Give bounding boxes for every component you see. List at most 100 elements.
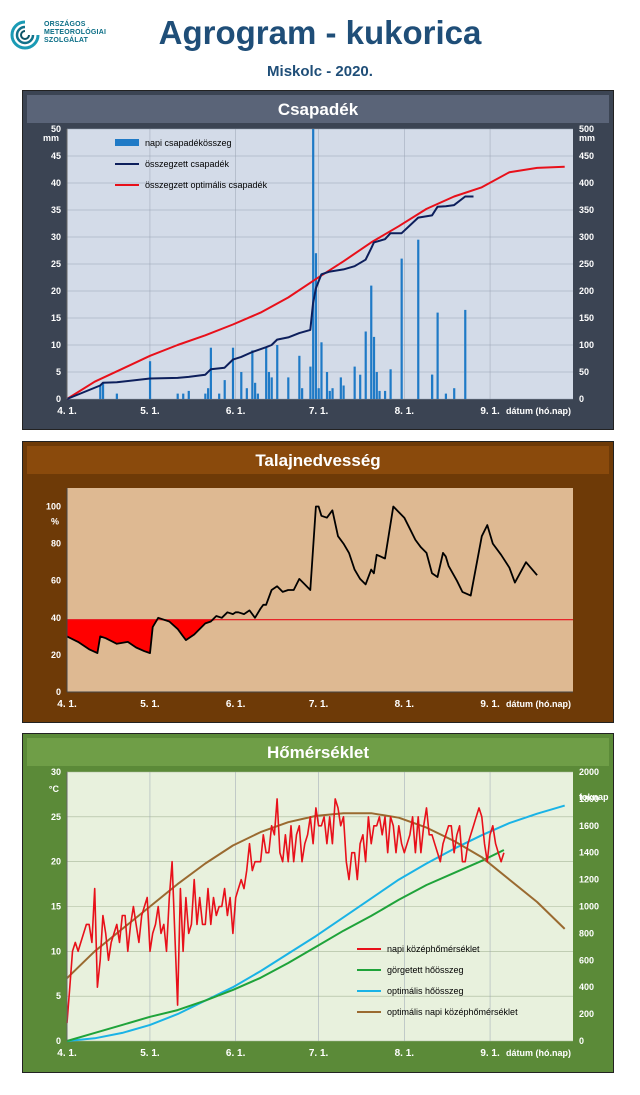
precip-bar	[375, 372, 378, 399]
precip-bar	[339, 377, 342, 399]
precip-bar	[204, 393, 207, 399]
precipitation-panel: Csapadék 0 5 10 15 20 25 30 35 40 45 50 0 50 100 150 200…	[22, 90, 614, 430]
y-tick-label-right: 800	[579, 928, 594, 938]
precip-bar	[364, 331, 367, 399]
daily-mean-temp-line	[66, 798, 505, 1024]
precip-bar	[148, 361, 152, 399]
x-tick-label: 8. 1.	[395, 699, 415, 710]
y-tick-label-left: 10	[51, 340, 61, 350]
legend-label: összegzett csapadék	[145, 159, 230, 169]
y-tick-label-left: 30	[51, 767, 61, 777]
logo-line-2: METEOROLÓGIAI	[44, 29, 107, 36]
precip-bar	[267, 372, 271, 399]
y-tick-label-right: 0	[579, 1036, 584, 1046]
precip-bar	[254, 382, 257, 399]
precip-bar	[256, 393, 259, 399]
title-strip	[27, 95, 609, 123]
omsz-logo: ORSZÁGOS METEOROLÓGIAI SZOLGÁLAT	[8, 18, 128, 58]
y-tick-label-right: 1200	[579, 875, 599, 885]
y-tick-label: 100	[46, 502, 61, 512]
temperature-panel: Hőmérséklet 0 5 10 15 20 25 30 0 200 400 600 800 1000…	[22, 733, 614, 1073]
y-tick-label-right: 2000	[579, 767, 599, 777]
soil-moisture-line	[66, 505, 538, 654]
moisture-deficit-area	[67, 619, 538, 654]
optimal-heat-sum-line	[66, 804, 565, 1042]
y-tick-label: 80	[51, 539, 61, 549]
optimal-cumulative-precip-line	[66, 165, 565, 400]
y-tick-label-right: 600	[579, 955, 594, 965]
y-tick-label-left: 5	[56, 991, 61, 1001]
y-tick-label: 40	[51, 613, 61, 623]
y-tick-label-right: 350	[579, 205, 594, 215]
precip-bar	[370, 285, 373, 399]
precipitation-chart: Csapadék05101520253035404550050100150200…	[27, 95, 609, 417]
x-tick-label: 4. 1.	[57, 699, 77, 710]
y-axis-label-right: mm	[579, 133, 595, 143]
x-tick-label: 9. 1.	[480, 406, 500, 417]
legend-label: optimális napi középhőmérséklet	[387, 1007, 518, 1017]
precip-bar	[115, 393, 118, 399]
x-tick-label: 9. 1.	[480, 699, 500, 710]
precip-bar	[182, 393, 185, 399]
x-tick-label: 7. 1.	[309, 406, 329, 417]
chart-title: Csapadék	[278, 100, 359, 119]
precip-bar	[312, 129, 315, 399]
precip-bar	[314, 253, 318, 399]
precip-bar	[265, 347, 268, 399]
x-axis-label: dátum (hó.nap)	[506, 699, 571, 709]
y-tick-label-right: 250	[579, 259, 594, 269]
x-tick-label: 5. 1.	[140, 406, 160, 417]
y-tick-label-right: 50	[579, 367, 589, 377]
logo-swirl-icon	[10, 20, 40, 50]
precip-bar	[389, 369, 392, 399]
x-tick-label: 5. 1.	[140, 1048, 160, 1059]
precip-bar	[301, 388, 304, 399]
precip-bar	[176, 393, 179, 399]
precip-bar	[218, 393, 221, 399]
precip-bar	[444, 393, 448, 399]
precip-bar	[359, 374, 362, 399]
y-tick-label-right: 300	[579, 232, 594, 242]
cumulative-precip-line	[66, 195, 474, 400]
y-axis-label-right: foknap	[579, 792, 609, 802]
y-tick-label-right: 200	[579, 286, 594, 296]
precip-bar	[320, 342, 323, 399]
logo-line-3: SZOLGÁLAT	[44, 37, 89, 44]
y-axis-label: %	[51, 517, 59, 527]
y-tick-label-left: 5	[56, 367, 61, 377]
precip-bar	[353, 366, 356, 399]
y-tick-label-left: 30	[51, 232, 61, 242]
y-tick-label-left: 45	[51, 151, 61, 161]
y-tick-label-left: 50	[51, 124, 61, 134]
precip-bar	[430, 374, 434, 399]
y-axis-label-left: °C	[49, 784, 60, 794]
precip-bar	[209, 347, 212, 399]
precip-bar	[231, 347, 235, 399]
y-tick-label: 60	[51, 576, 61, 586]
precip-bar	[99, 385, 102, 399]
precip-bar	[251, 350, 254, 399]
y-tick-label-right: 400	[579, 178, 594, 188]
y-tick-label-left: 20	[51, 857, 61, 867]
precip-bar	[436, 312, 439, 399]
x-axis-label: dátum (hó.nap)	[506, 406, 571, 416]
y-tick-label-left: 10	[51, 946, 61, 956]
title-strip	[27, 738, 609, 766]
x-tick-label: 4. 1.	[57, 406, 77, 417]
precip-bar	[325, 372, 329, 399]
y-tick-label-left: 25	[51, 259, 61, 269]
y-tick-label: 0	[56, 687, 61, 697]
legend-label: napi csapadékösszeg	[145, 138, 232, 148]
y-tick-label-right: 1000	[579, 902, 599, 912]
precip-bar	[287, 377, 290, 399]
y-tick-label-right: 450	[579, 151, 594, 161]
y-tick-label-left: 20	[51, 286, 61, 296]
plot-area	[67, 488, 573, 692]
y-axis-label-left: mm	[43, 133, 59, 143]
precip-bar	[207, 388, 210, 399]
precip-bar	[383, 390, 387, 399]
precip-bar	[317, 388, 320, 399]
x-axis-label: dátum (hó.nap)	[506, 1048, 571, 1058]
soil-moisture-chart: Talajnedvesség 0 20 40 60 80 100% 4. 1. 5. 1. 6. …	[27, 446, 609, 710]
page-title: Agrogram - kukorica	[158, 14, 482, 51]
